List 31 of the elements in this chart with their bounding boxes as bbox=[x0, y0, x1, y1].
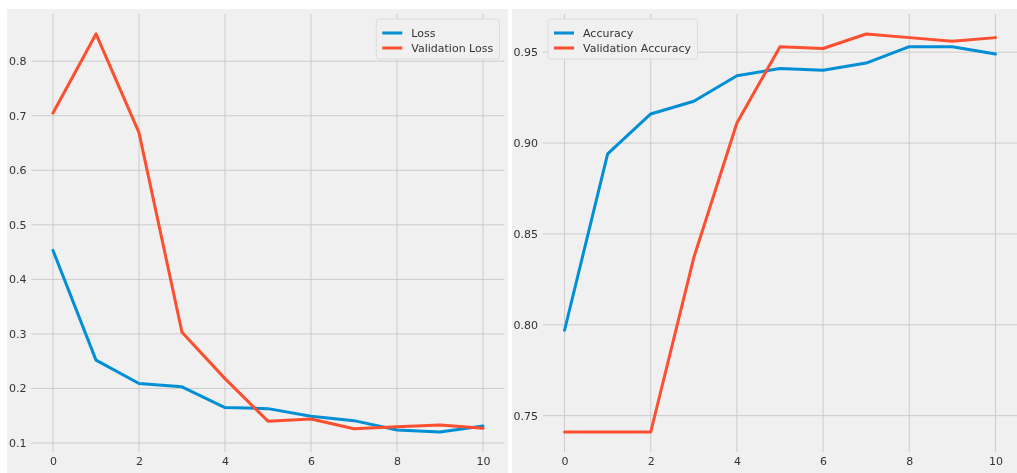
x-tick-label: 8 bbox=[906, 454, 914, 468]
x-tick-label: 2 bbox=[647, 454, 655, 468]
x-tick-label: 8 bbox=[394, 454, 401, 468]
x-tick-label: 6 bbox=[308, 454, 315, 468]
legend-label: Loss bbox=[411, 26, 436, 40]
x-tick-label: 0 bbox=[561, 454, 569, 468]
x-tick-label: 2 bbox=[136, 454, 143, 468]
line-series bbox=[51, 248, 485, 434]
y-tick-label: 0.95 bbox=[513, 46, 538, 60]
y-tick-label: 0.6 bbox=[9, 164, 27, 178]
legend-label: Validation Loss bbox=[411, 41, 494, 55]
y-tick-label: 0.8 bbox=[9, 55, 27, 69]
y-tick-label: 0.5 bbox=[9, 218, 27, 232]
y-tick-label: 0.3 bbox=[9, 327, 27, 341]
y-tick-label: 0.1 bbox=[9, 437, 27, 451]
y-tick-label: 0.85 bbox=[513, 227, 538, 241]
line-series bbox=[563, 45, 997, 332]
legend-label: Validation Accuracy bbox=[583, 41, 692, 55]
x-tick-label: 4 bbox=[733, 454, 741, 468]
y-tick-label: 0.2 bbox=[9, 382, 27, 396]
x-tick-label: 10 bbox=[476, 454, 491, 468]
y-tick-label: 0.7 bbox=[9, 109, 27, 123]
y-tick-label: 0.75 bbox=[513, 409, 538, 423]
x-tick-label: 6 bbox=[820, 454, 828, 468]
x-tick-label: 0 bbox=[50, 454, 57, 468]
legend-label: Accuracy bbox=[583, 26, 634, 40]
y-tick-label: 0.80 bbox=[513, 318, 538, 332]
x-tick-label: 4 bbox=[222, 454, 229, 468]
x-tick-label: 10 bbox=[988, 454, 1003, 468]
y-tick-label: 0.4 bbox=[9, 273, 27, 287]
y-tick-label: 0.90 bbox=[513, 137, 538, 151]
